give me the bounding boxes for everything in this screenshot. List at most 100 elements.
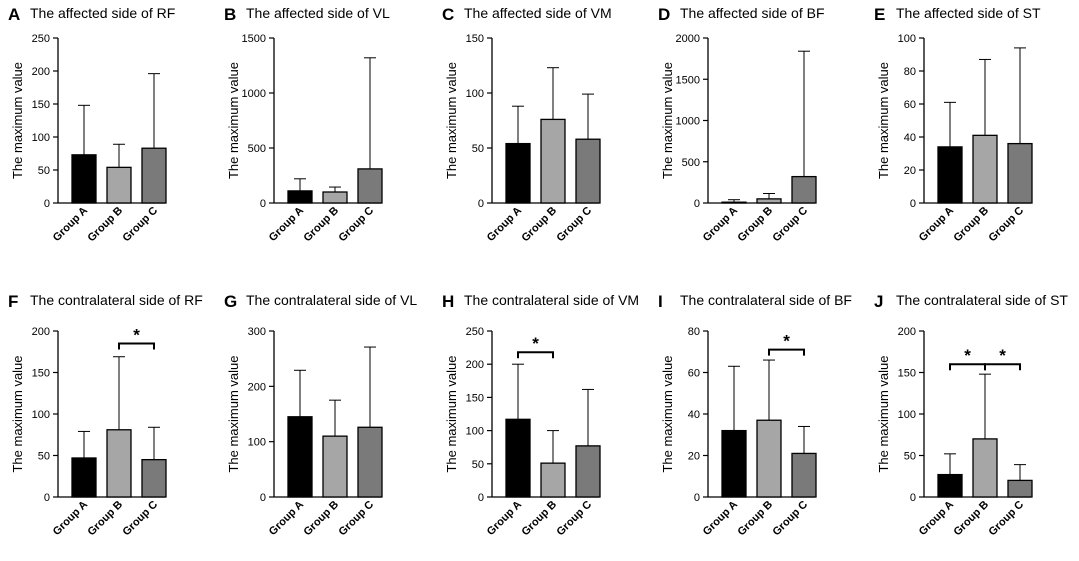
bar: [287, 416, 313, 498]
bar: [322, 435, 348, 498]
y-tick-label: 0: [910, 492, 916, 504]
y-axis-label: The maximum value: [660, 62, 675, 179]
bar: [937, 146, 963, 204]
category-label: Group A: [701, 499, 740, 538]
y-axis-label: The maximum value: [876, 62, 891, 179]
bar: [721, 201, 747, 204]
y-tick-label: 60: [688, 368, 700, 380]
bar: [540, 462, 566, 498]
bar: [972, 134, 998, 204]
y-tick-label: 100: [248, 437, 266, 449]
panel-letter: B: [224, 5, 236, 24]
y-tick-label: 100: [466, 426, 484, 438]
category-label: Group B: [302, 205, 342, 245]
y-tick-label: 0: [910, 198, 916, 210]
y-tick-label: 100: [32, 132, 50, 144]
panel-letter: J: [874, 292, 883, 311]
category-label: Group B: [952, 205, 992, 245]
category-label: Group C: [555, 499, 595, 539]
bar: [972, 438, 998, 498]
y-tick-label: 100: [898, 33, 916, 45]
bar: [1007, 479, 1033, 498]
panel-title: The affected side of VL: [246, 5, 390, 21]
y-axis-label: The maximum value: [876, 355, 891, 472]
y-axis-label: The maximum value: [226, 62, 241, 179]
bar: [71, 457, 97, 498]
panel-b: B The affected side of VL The maximum valu…: [224, 5, 390, 244]
y-tick-label: 1500: [242, 33, 266, 45]
significance-marker: *: [999, 346, 1006, 365]
category-label: Group C: [555, 205, 595, 245]
y-tick-label: 0: [260, 492, 266, 504]
category-label: Group B: [736, 499, 776, 539]
category-label: Group A: [267, 499, 306, 538]
panel-title: The affected side of VM: [464, 5, 612, 21]
panel-h: H The contralateral side of VM The maximum…: [442, 292, 639, 538]
category-label: Group A: [917, 205, 956, 244]
category-label: Group A: [267, 205, 306, 244]
category-label: Group C: [771, 499, 811, 539]
y-tick-label: 300: [248, 326, 266, 338]
bar: [575, 445, 601, 498]
y-tick-label: 100: [898, 409, 916, 421]
category-label: Group A: [917, 499, 956, 538]
significance-marker: *: [532, 334, 539, 353]
y-tick-label: 0: [478, 198, 484, 210]
y-tick-label: 150: [466, 33, 484, 45]
y-tick-label: 200: [466, 359, 484, 371]
panel-letter: G: [224, 292, 237, 311]
y-tick-label: 1000: [242, 88, 266, 100]
panel-c: C The affected side of VM The maximum valu…: [442, 5, 612, 244]
panel-title: The contralateral side of VM: [464, 292, 639, 308]
y-tick-label: 200: [32, 66, 50, 78]
y-tick-label: 2000: [676, 33, 700, 45]
category-label: Group B: [302, 499, 342, 539]
y-tick-label: 0: [44, 198, 50, 210]
category-label: Group A: [51, 499, 90, 538]
panel-e: E The affected side of ST The maximum valu…: [874, 5, 1041, 244]
category-label: Group B: [520, 205, 560, 245]
y-axis-label: The maximum value: [10, 62, 25, 179]
y-axis-label: The maximum value: [444, 355, 459, 472]
y-tick-label: 200: [32, 326, 50, 338]
y-tick-label: 50: [904, 451, 916, 463]
y-tick-label: 100: [466, 88, 484, 100]
category-label: Group C: [987, 499, 1027, 539]
y-tick-label: 50: [472, 459, 484, 471]
bar: [357, 168, 383, 204]
y-tick-label: 200: [248, 381, 266, 393]
y-tick-label: 20: [688, 451, 700, 463]
panel-a: A The affected side of RF The maximum valu…: [8, 5, 175, 244]
category-label: Group C: [987, 205, 1027, 245]
bar: [756, 419, 782, 498]
y-axis-label: The maximum value: [226, 355, 241, 472]
y-tick-label: 150: [32, 99, 50, 111]
bar: [357, 426, 383, 498]
category-label: Group C: [771, 205, 811, 245]
panel-title: The affected side of RF: [30, 5, 175, 21]
panel-letter: F: [8, 292, 18, 311]
y-tick-label: 500: [682, 157, 700, 169]
y-tick-label: 40: [688, 409, 700, 421]
y-tick-label: 500: [248, 143, 266, 155]
y-axis-label: The maximum value: [10, 355, 25, 472]
panel-i: I The contralateral side of BF The maximum…: [658, 292, 852, 538]
y-tick-label: 150: [466, 392, 484, 404]
category-label: Group A: [485, 499, 524, 538]
bar: [575, 138, 601, 204]
bar: [106, 166, 132, 204]
significance-marker: *: [964, 346, 971, 365]
panel-letter: I: [658, 292, 663, 311]
y-tick-label: 150: [32, 368, 50, 380]
category-label: Group B: [736, 205, 776, 245]
category-label: Group C: [337, 499, 377, 539]
bar: [1007, 142, 1033, 204]
bar: [106, 429, 132, 498]
panel-letter: C: [442, 5, 454, 24]
y-axis-label: The maximum value: [660, 355, 675, 472]
panel-letter: E: [874, 5, 885, 24]
panel-title: The affected side of ST: [896, 5, 1041, 21]
y-tick-label: 0: [694, 198, 700, 210]
y-tick-label: 250: [32, 33, 50, 45]
